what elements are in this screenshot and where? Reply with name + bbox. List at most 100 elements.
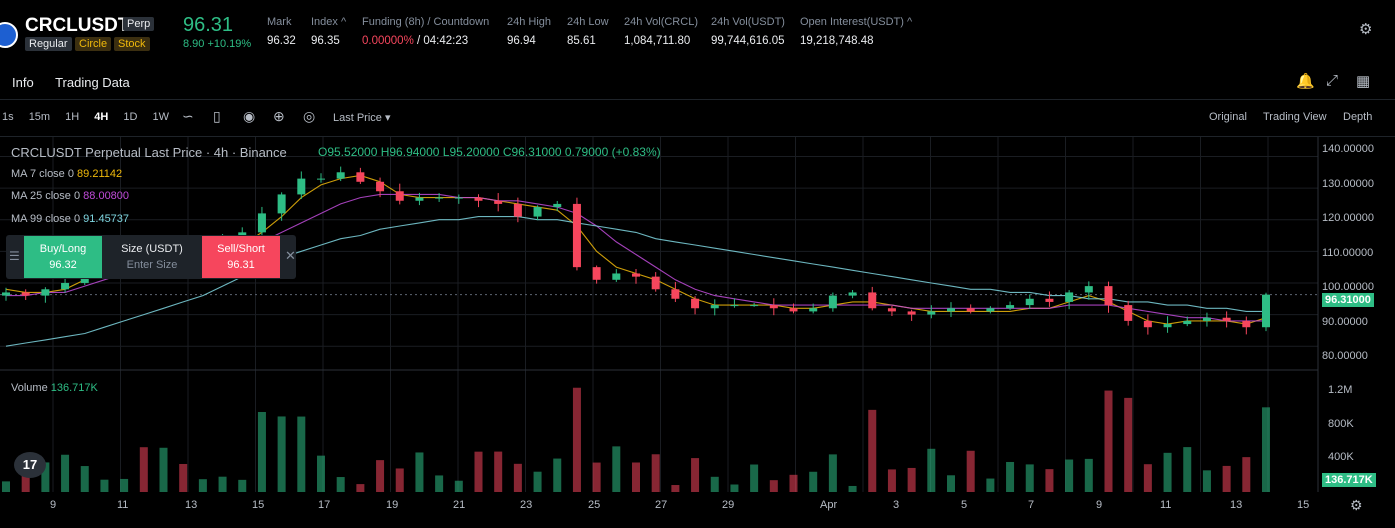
- volume-bar: [651, 454, 660, 492]
- volume-bar: [100, 479, 109, 492]
- date-tick: Apr: [820, 499, 838, 511]
- interval-1s[interactable]: 1s: [2, 111, 14, 123]
- alert-bell-icon[interactable]: 🔔: [1296, 73, 1315, 90]
- ma-label: MA 7 close 0: [11, 168, 74, 180]
- stat-value: 19,218,748.48: [800, 35, 874, 47]
- volume-bar: [632, 462, 640, 492]
- stat-index[interactable]: Index ^ 96.35: [311, 16, 346, 47]
- divider: [0, 136, 1395, 137]
- ma-value: 91.45737: [83, 213, 130, 225]
- layout-grid-icon[interactable]: ▦: [1356, 73, 1371, 90]
- price-change: 8.90 +10.19%: [183, 38, 252, 50]
- tab-trading-data[interactable]: Trading Data: [55, 75, 130, 90]
- size-input[interactable]: Size (USDT) Enter Size: [102, 236, 202, 278]
- candle-body: [336, 172, 345, 179]
- price-type-dropdown[interactable]: Last Price ▾: [333, 112, 391, 124]
- stat-open-interest[interactable]: Open Interest(USDT) ^ 19,218,748.48: [800, 16, 912, 47]
- indicator-icon[interactable]: ∽: [182, 108, 194, 124]
- camera-icon[interactable]: ◉: [243, 108, 256, 124]
- volume-bar: [828, 454, 837, 492]
- volume-bar: [297, 416, 306, 492]
- ma-label: MA 99 close 0: [11, 213, 81, 225]
- symbol-name[interactable]: CRCLUSDT: [25, 15, 130, 36]
- interval-4h[interactable]: 4H: [94, 111, 109, 123]
- candle-body: [1006, 305, 1015, 309]
- candle-body: [494, 200, 503, 204]
- expand-icon[interactable]: ⤢: [1326, 72, 1339, 89]
- date-tick: 23: [520, 499, 533, 511]
- tag-circle: Circle: [75, 37, 112, 51]
- date-tick: 29: [722, 499, 735, 511]
- volume-bar: [789, 474, 798, 492]
- candle-body: [533, 207, 542, 217]
- candle-body: [750, 305, 759, 307]
- settings-icon[interactable]: ⚙: [1359, 21, 1373, 38]
- candle-body: [1104, 286, 1113, 306]
- buy-long-button[interactable]: Buy/Long 96.32: [24, 236, 102, 278]
- stat-label: Index ^: [311, 16, 347, 28]
- view-original[interactable]: Original: [1209, 111, 1247, 123]
- volume-bar: [947, 475, 955, 492]
- stat-value: 96.35: [311, 35, 340, 47]
- price-chart[interactable]: [0, 137, 1395, 528]
- tab-info[interactable]: Info: [12, 75, 34, 90]
- volume-bar: [809, 471, 818, 492]
- volume-tag: 136.717K: [1322, 473, 1376, 487]
- view-trading-view[interactable]: Trading View: [1263, 111, 1327, 123]
- volume-bar: [592, 462, 601, 492]
- volume-value: 136.717K: [50, 382, 98, 394]
- volume-bar: [1202, 470, 1211, 492]
- volume-bar: [61, 454, 70, 492]
- volume-bar: [474, 451, 483, 492]
- stat-value: 85.61: [567, 35, 596, 47]
- volume-bar: [454, 480, 463, 492]
- stat-funding: Funding (8h) / Countdown 0.00000% / 04:4…: [362, 16, 489, 47]
- add-icon[interactable]: ⊕: [273, 108, 285, 124]
- stat-label: Open Interest(USDT) ^: [800, 16, 913, 28]
- candle-body: [947, 308, 955, 312]
- settings-hex-icon[interactable]: ◎: [303, 108, 316, 124]
- interval-1d[interactable]: 1D: [123, 111, 138, 123]
- volume-bar: [769, 480, 778, 492]
- volume-bar: [1006, 461, 1015, 492]
- interval-1w[interactable]: 1W: [152, 111, 170, 123]
- candle-body: [1262, 294, 1270, 328]
- candle-body: [435, 197, 444, 199]
- volume-bar: [1065, 459, 1074, 492]
- candle-body: [356, 172, 365, 182]
- price-tick: 80.00000: [1322, 350, 1368, 362]
- volume-bar: [1183, 447, 1192, 492]
- ma25-legend: MA 25 close 0 88.00800: [11, 190, 129, 202]
- price-tick: 90.00000: [1322, 316, 1368, 328]
- funding-rate: 0.00000%: [362, 35, 414, 47]
- date-tick: 5: [961, 499, 968, 511]
- interval-1h[interactable]: 1H: [65, 111, 80, 123]
- chart-title: CRCLUSDT Perpetual Last Price · 4h · Bin…: [11, 145, 287, 160]
- volume-bar: [1242, 457, 1251, 492]
- stat-value: 1,084,711.80: [624, 35, 691, 47]
- candle-body: [612, 273, 621, 280]
- candle-body: [317, 178, 325, 180]
- date-tick: 9: [1096, 499, 1103, 511]
- volume-bar: [868, 409, 877, 492]
- volume-bar: [198, 479, 207, 492]
- drag-handle-icon[interactable]: ☰: [9, 249, 20, 263]
- close-icon[interactable]: ✕: [285, 248, 296, 263]
- ticker-header: CRCLUSDT Perp Regular Circle Stock 96.31…: [0, 0, 1395, 60]
- buy-price: 96.32: [49, 259, 77, 271]
- candle-body: [572, 203, 581, 268]
- chart-settings-icon[interactable]: ⚙: [1350, 497, 1363, 513]
- volume-bar: [435, 475, 444, 492]
- candle-body: [789, 308, 798, 312]
- candle-type-icon[interactable]: ▯: [213, 108, 221, 124]
- volume-bar: [139, 447, 148, 492]
- date-tick: 27: [655, 499, 668, 511]
- volume-label: Volume: [11, 382, 48, 394]
- candle-body: [966, 308, 975, 312]
- candle-body: [1124, 305, 1133, 321]
- info-tabs: Info Trading Data: [12, 75, 148, 90]
- view-depth[interactable]: Depth: [1343, 111, 1373, 123]
- interval-15m[interactable]: 15m: [28, 111, 51, 123]
- volume-bar: [395, 468, 404, 492]
- sell-short-button[interactable]: Sell/Short 96.31: [202, 236, 280, 278]
